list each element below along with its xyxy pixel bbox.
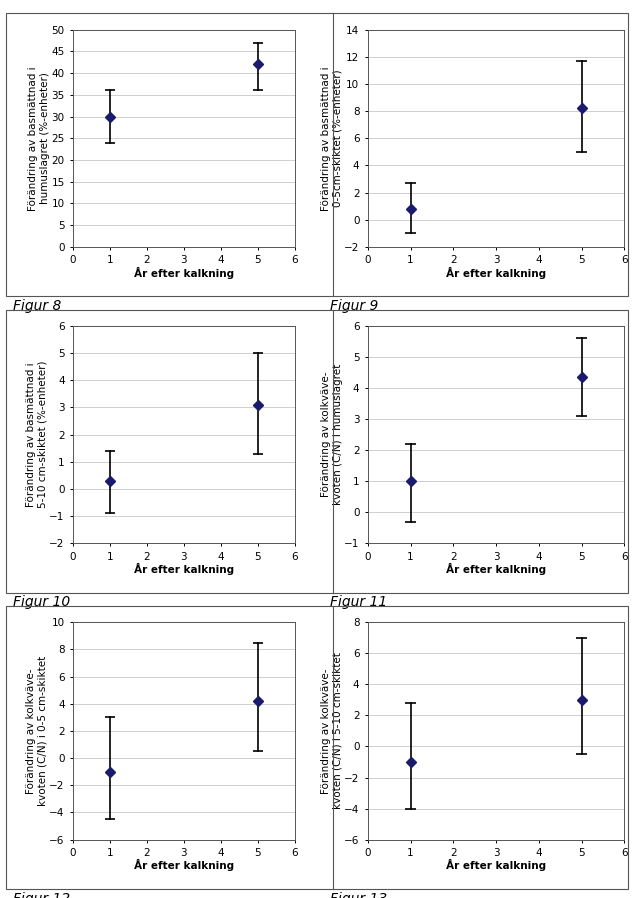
Y-axis label: Förändring av kolkväve-
kvoten (C/N) i humuslagret: Förändring av kolkväve- kvoten (C/N) i h… bbox=[321, 364, 342, 506]
Text: Figur 12: Figur 12 bbox=[13, 892, 70, 898]
Text: Figur 8: Figur 8 bbox=[13, 299, 61, 313]
Text: Figur 13: Figur 13 bbox=[330, 892, 387, 898]
Y-axis label: Förändring av kolkväve-
kvoten (C/N) i 5-10 cm-skiktet: Förändring av kolkväve- kvoten (C/N) i 5… bbox=[321, 653, 342, 809]
Y-axis label: Förändring av basmättnad i
5-10 cm-skiktet (%-enheter): Förändring av basmättnad i 5-10 cm-skikt… bbox=[26, 361, 48, 508]
X-axis label: År efter kalkning: År efter kalkning bbox=[446, 267, 546, 278]
X-axis label: År efter kalkning: År efter kalkning bbox=[446, 859, 546, 871]
X-axis label: År efter kalkning: År efter kalkning bbox=[134, 859, 234, 871]
Text: Figur 10: Figur 10 bbox=[13, 595, 70, 610]
Text: Figur 9: Figur 9 bbox=[330, 299, 378, 313]
Y-axis label: Förändring av basmättnad i
0-5cm-skiktet (%-enheter): Förändring av basmättnad i 0-5cm-skiktet… bbox=[321, 66, 342, 211]
Y-axis label: Förändring av kolkväve-
kvoten (C/N) i 0-5 cm-skiktet: Förändring av kolkväve- kvoten (C/N) i 0… bbox=[26, 656, 48, 806]
X-axis label: År efter kalkning: År efter kalkning bbox=[134, 563, 234, 575]
X-axis label: År efter kalkning: År efter kalkning bbox=[134, 267, 234, 278]
Y-axis label: Förändring av basmättnad i
humuslagret (%-enheter): Förändring av basmättnad i humuslagret (… bbox=[29, 66, 50, 211]
Text: Figur 11: Figur 11 bbox=[330, 595, 387, 610]
X-axis label: År efter kalkning: År efter kalkning bbox=[446, 563, 546, 575]
